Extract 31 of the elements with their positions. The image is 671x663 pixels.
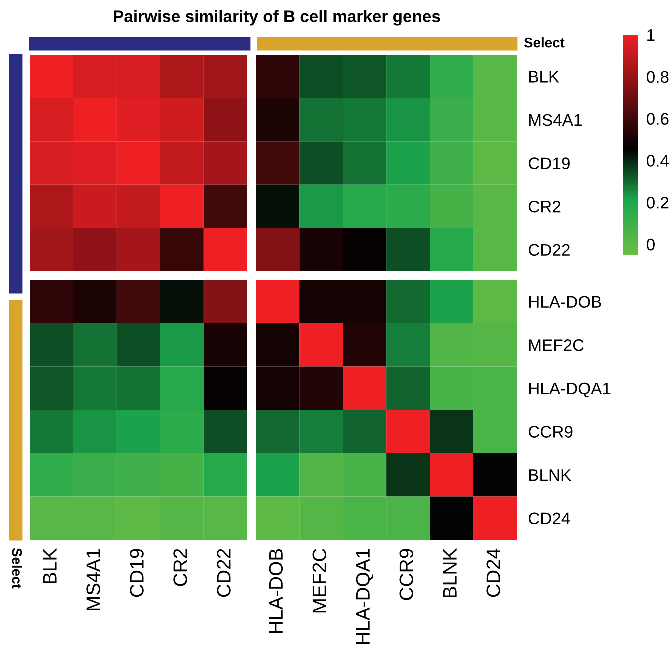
- x-tick-label: CD22: [217, 549, 231, 598]
- color-bar-label: 1: [648, 30, 655, 42]
- y-tick-label: CD19: [528, 158, 570, 170]
- color-bar-label: 0.8: [646, 71, 669, 84]
- x-tick-label: MEF2C: [312, 549, 327, 613]
- y-tick-label: CR2: [528, 200, 561, 213]
- color-bar-label: 0.2: [646, 197, 669, 209]
- x-tick-label: HLA-DQA1: [356, 549, 374, 644]
- color-bar-label: 0.4: [646, 155, 670, 167]
- y-tick-label: HLA-DQA1: [529, 382, 611, 398]
- x-tick-label: CCR9: [400, 549, 414, 600]
- color-bar-label: 0.6: [646, 113, 669, 126]
- x-tick-label: CD24: [486, 548, 500, 598]
- y-tick-label: CD22: [528, 244, 570, 256]
- chart-title: Pairwise similarity of B cell marker genes: [114, 10, 440, 26]
- y-tick-label: MEF2C: [529, 340, 584, 352]
- x-tick-label: CR2: [174, 549, 188, 586]
- x-tick-label: MS4A1: [86, 549, 100, 610]
- x-tick-label: BLK: [43, 548, 57, 584]
- x-tick-label: CD19: [130, 549, 144, 598]
- text: Select: [12, 548, 22, 589]
- x-tick-label: BLNK: [443, 548, 457, 598]
- text: Select: [524, 38, 565, 48]
- y-tick-label: MS4A1: [529, 114, 582, 126]
- x-tick-label: HLA-DOB: [269, 549, 284, 634]
- color-bar-label: 0: [646, 238, 655, 251]
- y-tick-label: CCR9: [528, 426, 573, 438]
- y-tick-label: BLNK: [529, 470, 572, 482]
- y-tick-label: BLK: [529, 71, 560, 83]
- y-tick-label: HLA-DOB: [529, 296, 602, 308]
- y-tick-label: CD24: [528, 512, 570, 525]
